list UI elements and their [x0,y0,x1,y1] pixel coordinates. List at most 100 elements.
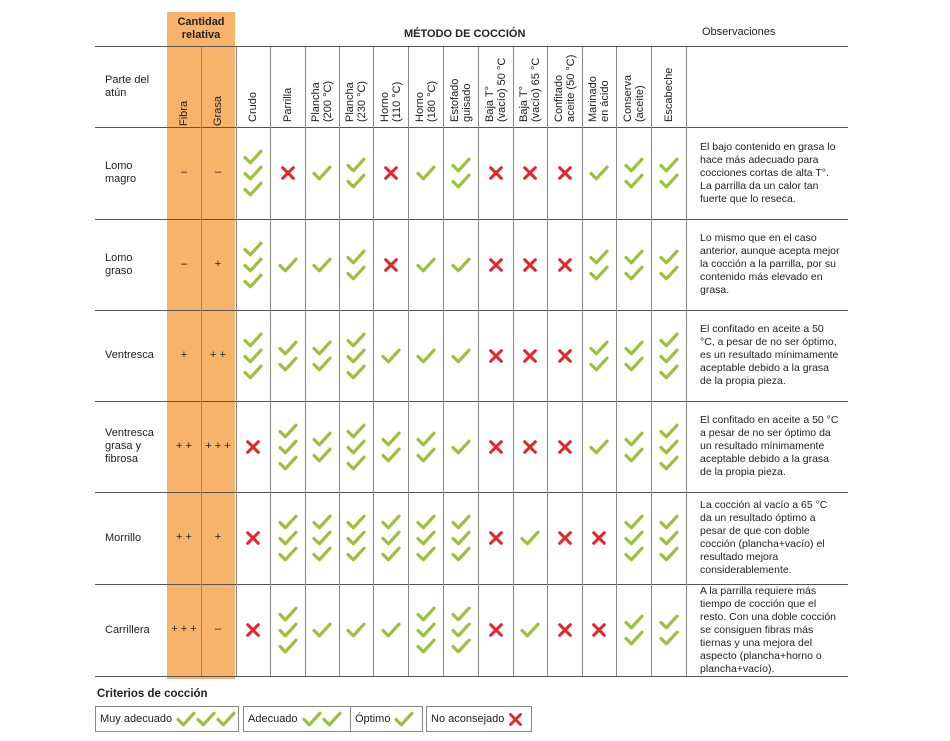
method-header-8: Baja T° (vacío) 65 °C [518,50,542,122]
grasa-label: Grasa [212,96,224,126]
row-grasa-value: + + [210,348,226,361]
check-icon [651,492,686,584]
cross-icon [236,584,270,676]
check-icon [270,310,305,401]
legend-muy-adecuado: Muy adecuado [95,706,239,732]
method-header-11: Conserva (aceite) [622,50,646,122]
row-grasa-value: – [214,623,222,635]
row-part-label: Ventresca [105,349,154,361]
check-icon [305,492,339,584]
method-header-line: (vacío) 65 °C [530,57,542,122]
cross-icon [478,310,513,401]
check-icon [270,401,305,492]
cross-icon [478,584,513,676]
check-icon [305,219,339,310]
column-divider [270,47,271,676]
row-fibra-value: + + + [171,623,197,635]
check-icon [582,127,616,219]
check-icon [236,310,270,401]
method-header-line: Conserva [621,74,634,122]
fibra-label: Fibra [178,100,190,126]
column-divider [582,47,583,676]
check-icon [373,310,408,401]
check-icon [443,219,478,310]
check-icon [651,310,686,401]
cross-icon [236,492,270,584]
cross-icon [373,127,408,219]
method-header-7: Baja T° (vacío) 50 °C [484,50,508,122]
row-divider [95,310,848,311]
cross-icon [513,127,547,219]
check-icon [236,219,270,310]
check-icon [616,127,651,219]
method-header-line: Baja T° [518,86,530,122]
cross-icon [547,310,582,401]
method-header-line: Escabeche [662,67,675,122]
legend-optimo: Óptimo [350,706,423,732]
row-observation: El confitado en aceite a 50 °C, a pesar … [700,323,839,387]
check-icon [408,401,443,492]
method-header-line: guisado [460,83,473,122]
check-icon [394,711,415,727]
check-icon [373,584,408,676]
row-fibra-value: + [180,348,188,361]
column-divider [478,47,479,676]
check-icon [443,310,478,401]
method-header-9: Confitado aceite (50 °C) [553,50,577,122]
row-divider [95,46,848,47]
method-header-line: Plancha [310,82,322,122]
check-icon [408,310,443,401]
row-fibra-value: – [180,166,188,178]
check-icon [236,127,270,219]
cross-icon [508,712,523,727]
legend-no-aconsejado: No aconsejado [426,706,532,732]
parte-atun-label: Parte del atún [105,74,150,99]
cross-icon [478,127,513,219]
check-icon [339,492,373,584]
check-icon [582,310,616,401]
row-grasa-value: + + + [205,439,231,452]
legend-optimo-label: Óptimo [355,713,391,725]
cross-icon [582,492,616,584]
method-header-line: Estofado [448,78,461,122]
method-header-12: Escabeche [663,50,675,122]
metodo-coccion-label: MÉTODO DE COCCIÓN [404,28,526,40]
row-observation: El bajo contenido en grasa lo hace más a… [700,140,836,205]
check-icon [339,401,373,492]
cross-icon [547,127,582,219]
method-header-4: Horno (110 °C) [379,50,403,122]
cross-icon [582,584,616,676]
check-icon [651,219,686,310]
method-header-line: (180 °C) [425,80,438,122]
row-divider [95,676,848,677]
check-icon [616,492,651,584]
column-divider [373,47,374,676]
check-icon [616,219,651,310]
legend-title: Criterios de cocción [97,688,208,700]
method-header-line: (aceite) [633,85,646,122]
column-divider [339,47,340,676]
check-icon [339,584,373,676]
check-icon [270,584,305,676]
check-icon [408,492,443,584]
check-icon [616,584,651,676]
legend-adecuado-label: Adecuado [248,713,298,725]
method-header-line: aceite (50 °C) [564,54,577,122]
method-header-line: Horno [378,92,391,122]
cross-icon [547,584,582,676]
legend-no-aconsejado-label: No aconsejado [431,713,505,725]
method-header-line: Marinado [587,76,599,122]
column-divider [443,47,444,676]
check-icon [339,310,373,401]
cross-icon [513,219,547,310]
row-fibra-value: – [180,257,188,270]
check-icon [408,584,443,676]
method-header-line: (230 °C) [356,80,368,122]
check-icon [443,127,478,219]
check-icon [373,401,408,492]
method-header-line: Confitado [552,74,565,122]
row-divider [95,219,848,220]
cross-icon [478,401,513,492]
check-icon [339,219,373,310]
check-icon [305,584,339,676]
